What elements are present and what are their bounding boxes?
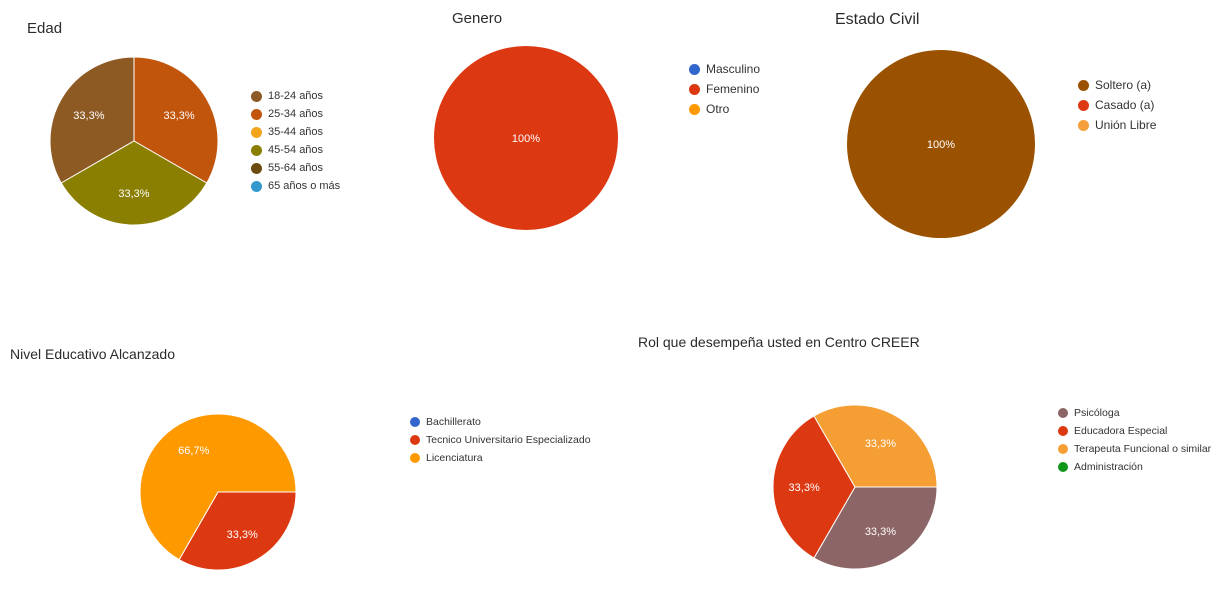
pie-chart: 100% [847, 50, 1035, 238]
legend-label: Tecnico Universitario Especializado [426, 434, 591, 446]
legend-item[interactable]: Masculino [689, 59, 760, 79]
pie-chart: 33,3% 66,7% [139, 413, 297, 571]
legend-item[interactable]: 25-34 años [251, 105, 340, 123]
chart-legend: Soltero (a) Casado (a) Unión Libre [1078, 75, 1156, 135]
slice-label: 33,3% [227, 529, 258, 541]
legend-item[interactable]: 55-64 años [251, 159, 340, 177]
legend-item[interactable]: 18-24 años [251, 87, 340, 105]
legend-swatch [689, 83, 700, 95]
legend-label: Soltero (a) [1095, 78, 1152, 92]
legend-swatch [1058, 462, 1068, 472]
pie-slice[interactable] [49, 56, 135, 184]
legend-swatch [251, 108, 262, 120]
legend-item[interactable]: Psicóloga [1058, 404, 1211, 422]
legend-swatch [251, 180, 262, 192]
legend-label: 65 años o más [268, 180, 341, 192]
legend-swatch [689, 103, 700, 115]
pie-slice[interactable] [772, 415, 856, 559]
legend-swatch [410, 453, 420, 463]
legend-swatch [251, 90, 262, 102]
legend-swatch [1078, 79, 1089, 91]
legend-item[interactable]: Unión Libre [1078, 115, 1156, 135]
legend-swatch [1078, 119, 1089, 131]
pie-slice[interactable] [60, 140, 208, 226]
legend-label: Administración [1074, 461, 1143, 473]
pie-chart: 33,3% 33,3% 33,3% [772, 404, 938, 570]
chart-title: Genero [452, 10, 503, 27]
legend-label: 55-64 años [268, 162, 324, 174]
legend-label: 35-44 años [268, 126, 324, 138]
pie-slice[interactable] [434, 46, 618, 230]
legend-item[interactable]: Bachillerato [410, 413, 591, 431]
legend-item[interactable]: Tecnico Universitario Especializado [410, 431, 591, 449]
chart-title: Edad [27, 20, 63, 37]
legend-swatch [251, 144, 262, 156]
legend-label: Licenciatura [426, 452, 483, 464]
slice-label: 100% [512, 133, 540, 145]
legend-item[interactable]: Terapeuta Funcional o similar [1058, 440, 1211, 458]
legend-label: Femenino [706, 82, 760, 96]
legend-item[interactable]: Administración [1058, 458, 1211, 476]
slice-label: 100% [927, 139, 955, 151]
legend-item[interactable]: Femenino [689, 79, 760, 99]
legend-label: Psicóloga [1074, 407, 1120, 419]
legend-label: 18-24 años [268, 90, 324, 102]
legend-swatch [251, 126, 262, 138]
pie-chart: 100% [434, 46, 618, 230]
chart-title: Nivel Educativo Alcanzado [10, 346, 175, 362]
legend-label: 45-54 años [268, 144, 324, 156]
legend-item[interactable]: Casado (a) [1078, 95, 1156, 115]
legend-swatch [689, 63, 700, 75]
legend-label: Casado (a) [1095, 98, 1155, 112]
chart-legend: Bachillerato Tecnico Universitario Especi… [410, 413, 591, 467]
pie-slice[interactable] [133, 56, 219, 184]
chart-title: Estado Civil [835, 11, 920, 28]
slice-label: 33,3% [73, 110, 104, 122]
legend-item[interactable]: Otro [689, 99, 760, 119]
legend-item[interactable]: Licenciatura [410, 449, 591, 467]
chart-title: Rol que desempeña usted en Centro CREER [638, 334, 920, 350]
pie-chart: 33,3% 33,3% 33,3% [49, 56, 219, 226]
slice-label: 33,3% [789, 482, 820, 494]
legend-swatch [410, 417, 420, 427]
pie-slice[interactable] [178, 491, 297, 571]
legend-label: Bachillerato [426, 416, 481, 428]
legend-label: Masculino [706, 62, 761, 76]
slice-label: 33,3% [865, 526, 896, 538]
legend-item[interactable]: Soltero (a) [1078, 75, 1156, 95]
legend-label: Terapeuta Funcional o similar [1074, 443, 1212, 455]
legend-swatch [1058, 426, 1068, 436]
chart-legend: Psicóloga Educadora Especial Terapeuta Fun… [1058, 404, 1211, 476]
legend-swatch [1078, 99, 1089, 111]
pie-slice[interactable] [139, 413, 297, 561]
chart-legend: 18-24 años 25-34 años 35-44 años 45-54 años… [251, 87, 340, 195]
pie-slice[interactable] [847, 50, 1035, 238]
legend-swatch [410, 435, 420, 445]
chart-legend: Masculino Femenino Otro [689, 59, 760, 119]
legend-item[interactable]: Educadora Especial [1058, 422, 1211, 440]
legend-label: 25-34 años [268, 108, 324, 120]
slice-label: 33,3% [118, 188, 149, 200]
slice-label: 33,3% [164, 110, 195, 122]
legend-label: Otro [706, 102, 730, 116]
legend-item[interactable]: 65 años o más [251, 177, 340, 195]
legend-item[interactable]: 45-54 años [251, 141, 340, 159]
pie-slice[interactable] [813, 486, 938, 570]
legend-swatch [1058, 444, 1068, 454]
legend-label: Unión Libre [1095, 118, 1157, 132]
legend-swatch [1058, 408, 1068, 418]
legend-item[interactable]: 35-44 años [251, 123, 340, 141]
slice-label: 33,3% [865, 438, 896, 450]
slice-label: 66,7% [178, 445, 209, 457]
pie-slice[interactable] [813, 404, 938, 488]
legend-label: Educadora Especial [1074, 425, 1168, 437]
legend-swatch [251, 162, 262, 174]
